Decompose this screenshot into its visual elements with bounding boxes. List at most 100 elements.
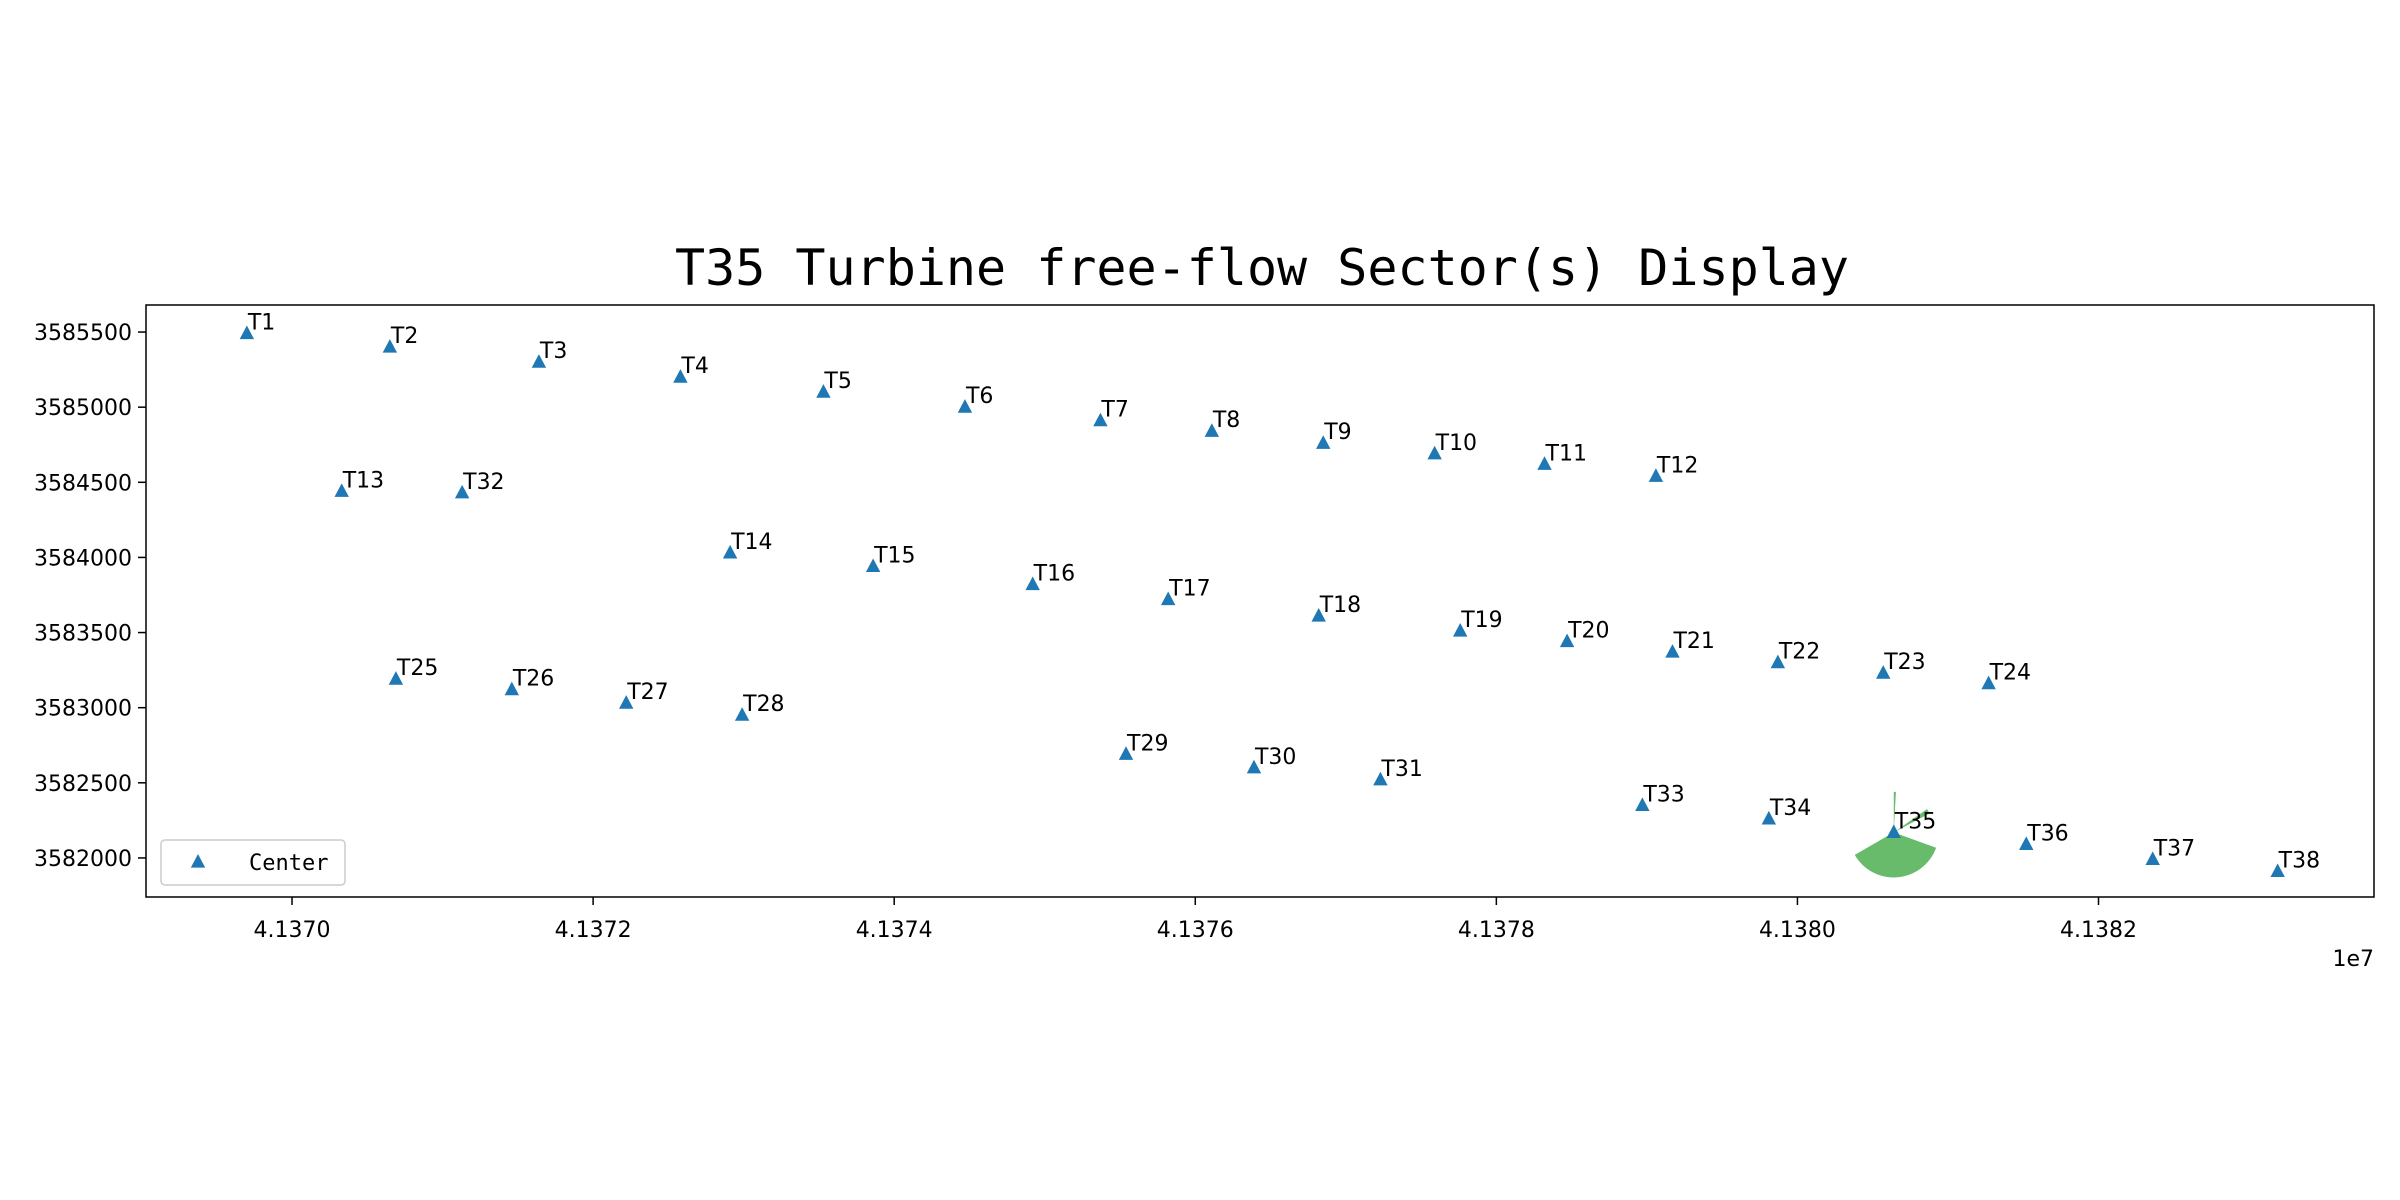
turbine-point-t13 [334,483,349,497]
turbine-label-t35: T35 [1894,809,1936,834]
y-tick-label: 3585000 [34,396,132,421]
turbine-label-t32: T32 [462,470,504,495]
legend-label: Center [249,851,328,876]
turbine-label-t9: T9 [1323,420,1351,445]
free-flow-sector [1893,809,1930,833]
x-tick-label: 4.1376 [1157,918,1234,943]
turbine-point-t4 [673,369,688,383]
turbine-label-t12: T12 [1656,453,1698,478]
turbine-point-t33 [1635,797,1650,811]
turbine-point-t20 [1559,633,1575,648]
y-tick-label: 3582500 [34,772,132,797]
turbine-label-t10: T10 [1435,431,1477,456]
turbine-point-t12 [1648,468,1664,482]
turbine-point-t32 [454,484,470,499]
turbine-point-t6 [957,399,973,413]
y-tick-label: 3584500 [34,471,132,496]
turbine-label-t8: T8 [1212,408,1240,433]
legend-box [160,839,346,886]
turbine-point-t2 [382,339,398,353]
turbine-point-t15 [865,558,881,573]
turbine-label-t13: T13 [342,468,384,493]
turbine-point-t23 [1876,665,1891,679]
turbine-point-t19 [1453,623,1468,637]
turbine-point-t14 [722,544,738,559]
y-tick-label: 3582000 [34,847,132,872]
x-axis-offset-label: 1e7 [2332,947,2374,972]
turbine-label-t28: T28 [742,692,784,717]
turbine-point-t3 [531,354,547,368]
plot-frame [145,304,2375,898]
turbine-point-t30 [1246,759,1262,774]
turbine-point-t35 [1886,824,1901,838]
turbine-label-t18: T18 [1319,593,1361,618]
points-layer [239,325,2285,878]
turbine-point-t36 [2019,836,2034,851]
turbine-label-t25: T25 [396,656,438,681]
turbine-point-t24 [1981,675,1996,690]
turbine-label-t27: T27 [626,680,668,705]
turbine-point-t21 [1665,644,1680,658]
legend-marker-triangle [190,854,206,868]
turbine-point-t16 [1025,576,1040,591]
turbine-point-t26 [504,681,520,696]
y-axis: 3582000 3582500 3583000 3583500 3584000 35845… [34,321,146,872]
turbine-label-t24: T24 [1989,661,2031,686]
turbine-point-t18 [1311,608,1326,622]
turbine-label-t26: T26 [512,667,554,692]
turbine-point-t8 [1204,423,1220,437]
turbine-label-t15: T15 [873,543,915,568]
turbine-point-t37 [2145,851,2160,866]
turbine-label-t20: T20 [1567,619,1609,644]
sectors-layer [1854,791,1937,878]
turbine-label-t11: T11 [1545,441,1587,466]
y-tick-label: 3583500 [34,622,132,647]
x-tick-label: 4.1370 [254,918,331,943]
turbine-label-t14: T14 [730,530,772,555]
turbine-label-t7: T7 [1100,398,1128,423]
turbine-label-t19: T19 [1460,608,1502,633]
x-axis: 4.1370 4.1372 4.1374 4.1376 4.1378 4.1380 4.13… [254,897,2137,943]
turbine-label-t34: T34 [1769,796,1811,821]
turbine-label-t38: T38 [2278,848,2320,873]
turbine-point-t25 [388,671,404,685]
turbine-point-t27 [619,695,634,709]
turbine-label-t30: T30 [1254,745,1296,770]
turbine-point-t9 [1316,435,1331,449]
turbine-point-t10 [1427,445,1442,460]
turbine-label-t1: T1 [247,311,275,336]
x-tick-label: 4.1374 [856,918,933,943]
turbine-label-t37: T37 [2153,836,2195,861]
turbine-label-t17: T17 [1168,576,1210,601]
turbine-point-t11 [1537,456,1552,470]
chart-title: T35 Turbine free-flow Sector(s) Display [675,239,1849,297]
turbine-label-t33: T33 [1642,782,1684,807]
turbine-label-t6: T6 [965,384,993,409]
turbine-label-t4: T4 [680,354,708,379]
turbine-point-t7 [1093,412,1108,427]
free-flow-sector [1893,791,1896,833]
turbine-point-t17 [1160,591,1176,606]
legend: Center [160,839,346,886]
turbine-label-t2: T2 [390,324,418,349]
turbine-label-t5: T5 [823,369,851,394]
turbine-label-t16: T16 [1033,561,1075,586]
x-tick-label: 4.1378 [1458,918,1535,943]
x-tick-label: 4.1372 [555,918,632,943]
y-tick-label: 3585500 [34,321,132,346]
x-tick-label: 4.1382 [2060,918,2137,943]
turbine-point-t5 [816,384,831,398]
turbine-point-t34 [1761,810,1777,825]
turbine-label-t36: T36 [2026,821,2068,846]
turbine-point-t1 [239,325,255,340]
y-tick-label: 3583000 [34,697,132,722]
turbine-point-t28 [734,707,750,721]
turbine-label-t3: T3 [539,339,567,364]
turbine-point-t38 [2270,863,2285,878]
turbine-point-t29 [1118,746,1134,760]
turbine-label-t31: T31 [1380,757,1422,782]
turbine-label-t22: T22 [1778,640,1820,665]
turbine-label-t23: T23 [1883,650,1925,675]
y-tick-label: 3584000 [34,546,132,571]
